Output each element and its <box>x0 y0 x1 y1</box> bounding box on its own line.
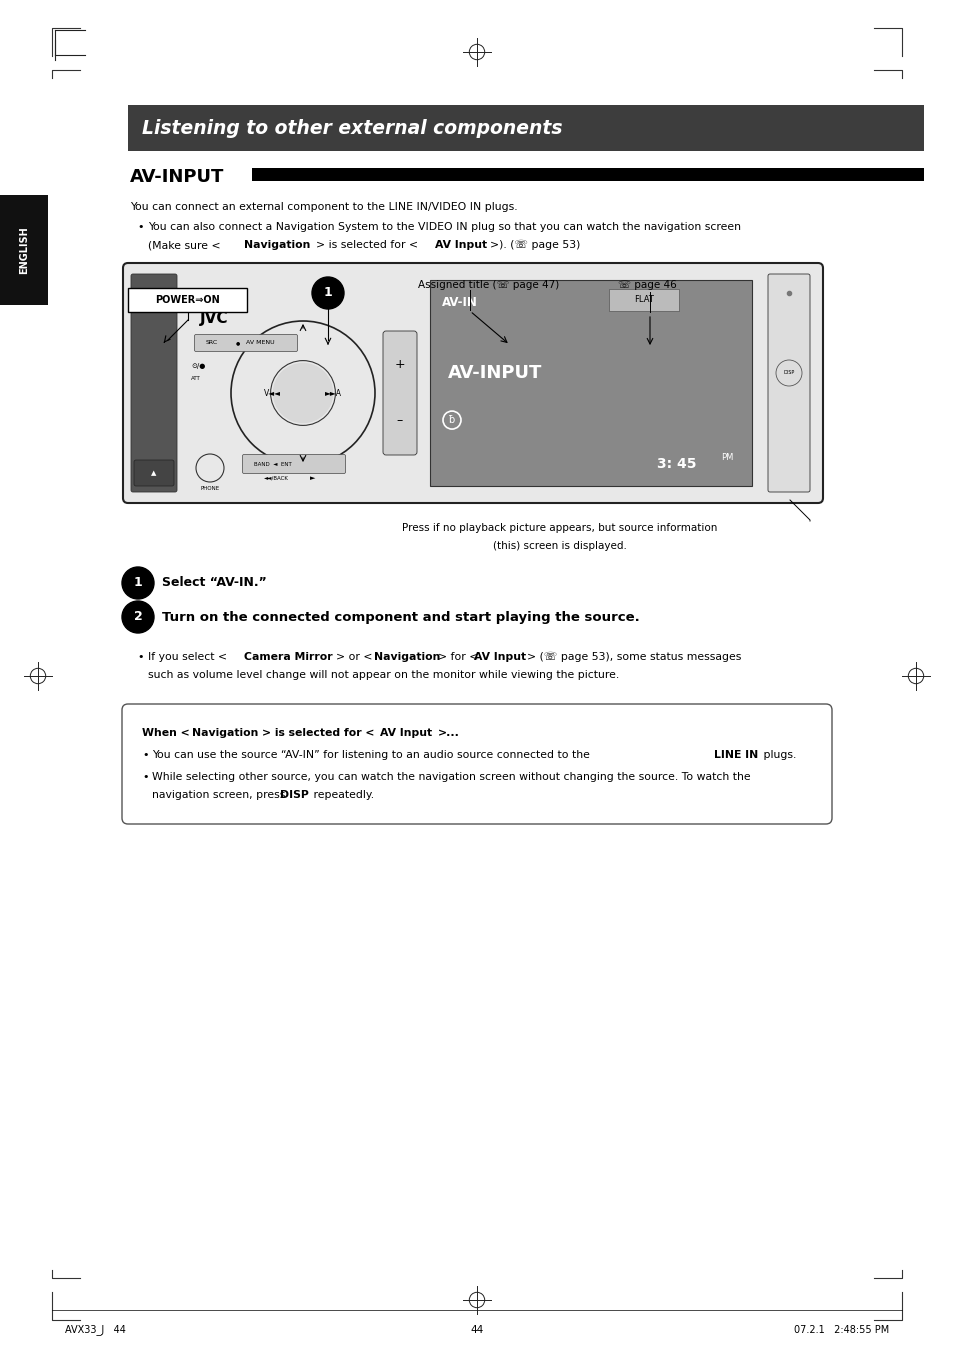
Text: SRC: SRC <box>206 341 218 346</box>
Text: AV Input: AV Input <box>474 652 525 662</box>
Text: Press if no playback picture appears, but source information: Press if no playback picture appears, bu… <box>402 523 717 533</box>
Text: V◄◄: V◄◄ <box>264 388 281 397</box>
Text: AV-IN: AV-IN <box>441 296 477 308</box>
Text: +: + <box>395 358 405 372</box>
Text: POWER⇒ON: POWER⇒ON <box>155 295 220 306</box>
Text: AV-INPUT: AV-INPUT <box>448 364 542 381</box>
Text: If you select <: If you select < <box>148 652 227 662</box>
Text: ƀ: ƀ <box>449 415 455 425</box>
Text: AV-INPUT: AV-INPUT <box>130 168 224 187</box>
Text: AV MENU: AV MENU <box>246 341 274 346</box>
Text: ►: ► <box>310 475 315 481</box>
Text: You can connect an external component to the LINE IN/VIDEO IN plugs.: You can connect an external component to… <box>130 201 517 212</box>
Circle shape <box>312 277 344 310</box>
Text: Listening to other external components: Listening to other external components <box>142 119 562 138</box>
Text: •: • <box>142 772 149 781</box>
Text: Select “AV-IN.”: Select “AV-IN.” <box>162 576 267 589</box>
FancyBboxPatch shape <box>194 334 297 352</box>
Text: JVC: JVC <box>200 311 229 326</box>
Text: Assigned title (☏ page 47): Assigned title (☏ page 47) <box>417 280 558 289</box>
Text: > is selected for <: > is selected for < <box>315 241 417 250</box>
Text: You can also connect a Navigation System to the VIDEO IN plug so that you can wa: You can also connect a Navigation System… <box>148 222 740 233</box>
FancyBboxPatch shape <box>122 704 831 823</box>
Text: FLAT: FLAT <box>634 296 653 304</box>
Text: •: • <box>137 222 143 233</box>
Text: While selecting other source, you can watch the navigation screen without changi: While selecting other source, you can wa… <box>152 772 750 781</box>
Text: (this) screen is displayed.: (this) screen is displayed. <box>493 541 626 552</box>
Text: 1: 1 <box>133 576 142 589</box>
Text: > or <: > or < <box>335 652 372 662</box>
Text: >...: >... <box>437 727 459 738</box>
Text: ▲: ▲ <box>152 470 156 476</box>
FancyBboxPatch shape <box>242 454 345 473</box>
Text: You can use the source “AV-IN” for listening to an audio source connected to the: You can use the source “AV-IN” for liste… <box>152 750 593 760</box>
FancyBboxPatch shape <box>252 168 923 181</box>
Text: BAND  ◄  ENT: BAND ◄ ENT <box>253 461 292 466</box>
Text: DISP: DISP <box>280 790 309 800</box>
Text: ATT: ATT <box>191 376 200 380</box>
Text: (Make sure <: (Make sure < <box>148 241 220 250</box>
Text: 07.2.1   2:48:55 PM: 07.2.1 2:48:55 PM <box>793 1325 888 1334</box>
Text: repeatedly.: repeatedly. <box>310 790 374 800</box>
Circle shape <box>273 362 333 423</box>
Text: > is selected for <: > is selected for < <box>262 727 375 738</box>
FancyBboxPatch shape <box>382 331 416 456</box>
Text: 3: 45: 3: 45 <box>657 457 697 470</box>
FancyBboxPatch shape <box>767 274 809 492</box>
Text: AV Input: AV Input <box>435 241 487 250</box>
Text: AV Input: AV Input <box>379 727 432 738</box>
FancyBboxPatch shape <box>133 460 173 485</box>
Text: ENGLISH: ENGLISH <box>19 226 29 274</box>
Text: > for <: > for < <box>437 652 477 662</box>
Text: 2: 2 <box>133 611 142 623</box>
Text: ☏ page 46: ☏ page 46 <box>618 280 676 289</box>
Text: ●: ● <box>235 341 240 346</box>
Text: When <: When < <box>142 727 190 738</box>
Text: Navigation: Navigation <box>244 241 310 250</box>
Text: plugs.: plugs. <box>760 750 796 760</box>
Text: such as volume level change will not appear on the monitor while viewing the pic: such as volume level change will not app… <box>148 671 618 680</box>
Text: PM: PM <box>720 453 733 462</box>
Text: 44: 44 <box>470 1325 483 1334</box>
Text: AVX33_J   44: AVX33_J 44 <box>65 1325 126 1336</box>
FancyBboxPatch shape <box>131 274 177 492</box>
Circle shape <box>122 602 153 633</box>
Text: 1: 1 <box>323 287 332 300</box>
Text: ◄◄/BACK: ◄◄/BACK <box>263 476 288 480</box>
Text: Navigation: Navigation <box>192 727 258 738</box>
Text: ►►A: ►►A <box>325 388 341 397</box>
Text: PHONE: PHONE <box>200 485 219 491</box>
Text: navigation screen, press: navigation screen, press <box>152 790 289 800</box>
FancyBboxPatch shape <box>430 280 751 485</box>
Text: Turn on the connected component and start playing the source.: Turn on the connected component and star… <box>162 611 639 623</box>
Circle shape <box>122 566 153 599</box>
Text: Camera Mirror: Camera Mirror <box>244 652 333 662</box>
Text: ⊙/●: ⊙/● <box>191 362 205 369</box>
Text: •: • <box>137 652 143 662</box>
Text: > (☏ page 53), some status messages: > (☏ page 53), some status messages <box>526 652 740 662</box>
Text: LINE IN: LINE IN <box>713 750 758 760</box>
Text: >). (☏ page 53): >). (☏ page 53) <box>490 241 579 250</box>
FancyBboxPatch shape <box>128 288 247 312</box>
FancyBboxPatch shape <box>128 105 923 151</box>
Text: •: • <box>142 750 149 760</box>
Text: –: – <box>396 415 403 427</box>
FancyBboxPatch shape <box>608 289 679 311</box>
FancyBboxPatch shape <box>0 195 48 306</box>
Text: Navigation: Navigation <box>374 652 440 662</box>
FancyBboxPatch shape <box>123 264 822 503</box>
Text: DISP: DISP <box>782 370 794 376</box>
